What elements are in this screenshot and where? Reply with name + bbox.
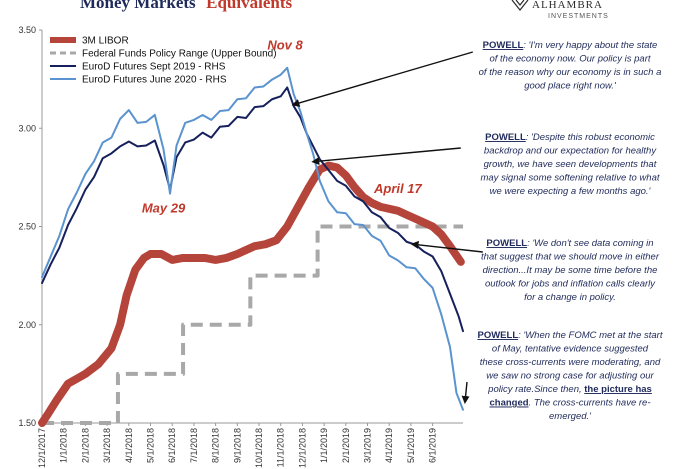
quote-line: policy rate.Since then, the picture has <box>487 384 652 395</box>
arrows <box>291 51 483 404</box>
x-tick-label: 12/1/2018 <box>297 428 307 468</box>
legend-label: EuroD Futures Sept 2019 - RHS <box>82 62 226 73</box>
x-tick-label: 6/1/2019 <box>428 428 438 463</box>
annotation-arrow <box>461 381 470 404</box>
quote-segment: POWELL <box>485 132 526 143</box>
x-tick-label: 1/1/2018 <box>59 428 69 463</box>
annotation-label: April 17 <box>373 181 422 196</box>
quote-segment: . The cross-currents have re- <box>529 398 651 409</box>
quote-segment: growth, we have seen developments that <box>484 159 657 170</box>
x-tick-label: 6/1/2018 <box>167 428 177 463</box>
annotation-arrow <box>311 147 461 166</box>
x-tick-label: 1/1/2019 <box>319 428 329 463</box>
series-line-1 <box>42 224 463 425</box>
chart-title: Money Markets Equivalents <box>80 0 292 12</box>
x-tick-label: 2/1/2018 <box>80 428 90 463</box>
x-tick-label: 2/1/2019 <box>341 428 351 463</box>
series-line-2 <box>41 86 464 333</box>
quote-segment: we were expecting a few months ago.' <box>490 186 652 197</box>
quote-segment: backdrop and our expectation for healthy <box>484 146 657 157</box>
quote-segment: the picture has <box>584 384 652 395</box>
quote-segment: of the economy now. Our policy is part <box>489 54 650 65</box>
quote-line: good place right now.' <box>524 81 617 92</box>
x-tick-label: 5/1/2018 <box>146 428 156 463</box>
quote-segment: of the reason why our economy is in such… <box>479 67 662 78</box>
quote-segment: : 'I'm very happy about the state <box>523 40 657 51</box>
quote-line: we were expecting a few months ago.' <box>490 186 652 197</box>
quote-line: changed. The cross-currents have re- <box>489 398 650 409</box>
quote-line: direction...It may be some time before t… <box>483 265 658 276</box>
annotation-arrow <box>410 240 483 253</box>
quote-segment: for a change in policy. <box>524 292 616 303</box>
quote-segment: direction...It may be some time before t… <box>483 265 658 276</box>
quote-segment: that suggest that we should move in eith… <box>481 252 660 263</box>
quote-line: of May, tentative evidence suggested <box>492 344 649 355</box>
legend-label: 3M LIBOR <box>82 36 129 47</box>
x-tick-label: 3/1/2019 <box>363 428 373 463</box>
quote-segment: of May, tentative evidence suggested <box>492 344 649 355</box>
x-tick-label: 10/1/2018 <box>254 428 264 468</box>
y-tick-label: 2.50 <box>18 222 36 232</box>
series-line-0 <box>38 161 465 427</box>
quote-segment: these cross-currents were moderating, an… <box>480 357 661 368</box>
axes: 1.50 2.00 2.50 3.00 3.50 12/1/2017 1/1/2018 2/1… <box>18 25 463 468</box>
series-layer <box>38 66 465 427</box>
logo-sub: INVESTMENTS <box>548 13 609 20</box>
quote-segment: outlook for jobs and inflation calls cle… <box>485 279 656 290</box>
x-tick-label: 5/1/2019 <box>406 428 416 463</box>
quote-line: of the economy now. Our policy is part <box>489 54 650 65</box>
series-line-3 <box>41 66 464 411</box>
x-tick-label: 3/1/2018 <box>102 428 112 463</box>
quote-line: we saw no strong case for adjusting our <box>486 371 654 382</box>
quote-line: for a change in policy. <box>524 292 616 303</box>
quote-line: outlook for jobs and inflation calls cle… <box>485 279 656 290</box>
x-tick-label: 4/1/2019 <box>384 428 394 463</box>
x-tick-label: 4/1/2018 <box>124 428 134 463</box>
x-tick-label: 7/1/2018 <box>189 428 199 463</box>
quote-segment: may signal some softening relative to wh… <box>480 173 659 184</box>
quote-line: POWELL: 'When the FOMC met at the start <box>477 330 662 341</box>
logo-name: ALHAMBRA <box>532 0 603 11</box>
legend: 3M LIBOR Federal Funds Policy Range (Uppe… <box>50 36 277 86</box>
legend-label: Federal Funds Policy Range (Upper Bound) <box>82 49 277 60</box>
quote-segment: : 'When the FOMC met at the start <box>518 330 663 341</box>
annotation-label: May 29 <box>142 201 186 216</box>
quote-segment: : 'Despite this robust economic <box>526 132 655 143</box>
y-tick-label: 2.00 <box>18 320 36 330</box>
x-tick-label: 12/1/2017 <box>37 428 47 468</box>
quote-line: that suggest that we should move in eith… <box>481 252 660 263</box>
quote-segment: : 'We don't see data coming in <box>527 238 654 249</box>
quote-segment: we saw no strong case for adjusting our <box>486 371 654 382</box>
quote-line: may signal some softening relative to wh… <box>480 173 659 184</box>
logo: ALHAMBRA INVESTMENTS <box>511 0 609 20</box>
x-tick-label: 11/1/2018 <box>276 428 286 467</box>
quote-segment: emerged.' <box>549 411 592 422</box>
quote-line: POWELL: 'I'm very happy about the state <box>483 40 658 51</box>
quote-line: POWELL: 'We don't see data coming in <box>486 238 653 249</box>
logo-crest-icon <box>511 0 529 11</box>
quote-segment: POWELL <box>486 238 527 249</box>
quote-segment: policy rate.Since then, <box>487 384 584 395</box>
quote-line: of the reason why our economy is in such… <box>479 67 662 78</box>
quote-segment: POWELL <box>477 330 518 341</box>
quote-line: backdrop and our expectation for healthy <box>484 146 657 157</box>
quote-line: emerged.' <box>549 411 592 422</box>
annotation-label: Nov 8 <box>267 38 303 53</box>
quotes: POWELL: 'I'm very happy about the stateo… <box>477 40 662 422</box>
quote-line: growth, we have seen developments that <box>484 159 657 170</box>
annotations: Nov 8 May 29 April 17 <box>142 38 423 216</box>
legend-label: EuroD Futures June 2020 - RHS <box>82 75 227 86</box>
y-tick-label: 3.00 <box>18 123 36 133</box>
y-tick-label: 1.50 <box>18 418 36 428</box>
y-tick-label: 3.50 <box>18 25 36 35</box>
quote-segment: good place right now.' <box>524 81 617 92</box>
quote-segment: changed <box>489 398 528 409</box>
annotation-arrow <box>291 51 473 107</box>
quote-line: these cross-currents were moderating, an… <box>480 357 661 368</box>
quote-line: POWELL: 'Despite this robust economic <box>485 132 655 143</box>
x-tick-label: 8/1/2018 <box>211 428 221 463</box>
x-tick-label: 9/1/2018 <box>232 428 242 463</box>
quote-segment: POWELL <box>483 40 524 51</box>
